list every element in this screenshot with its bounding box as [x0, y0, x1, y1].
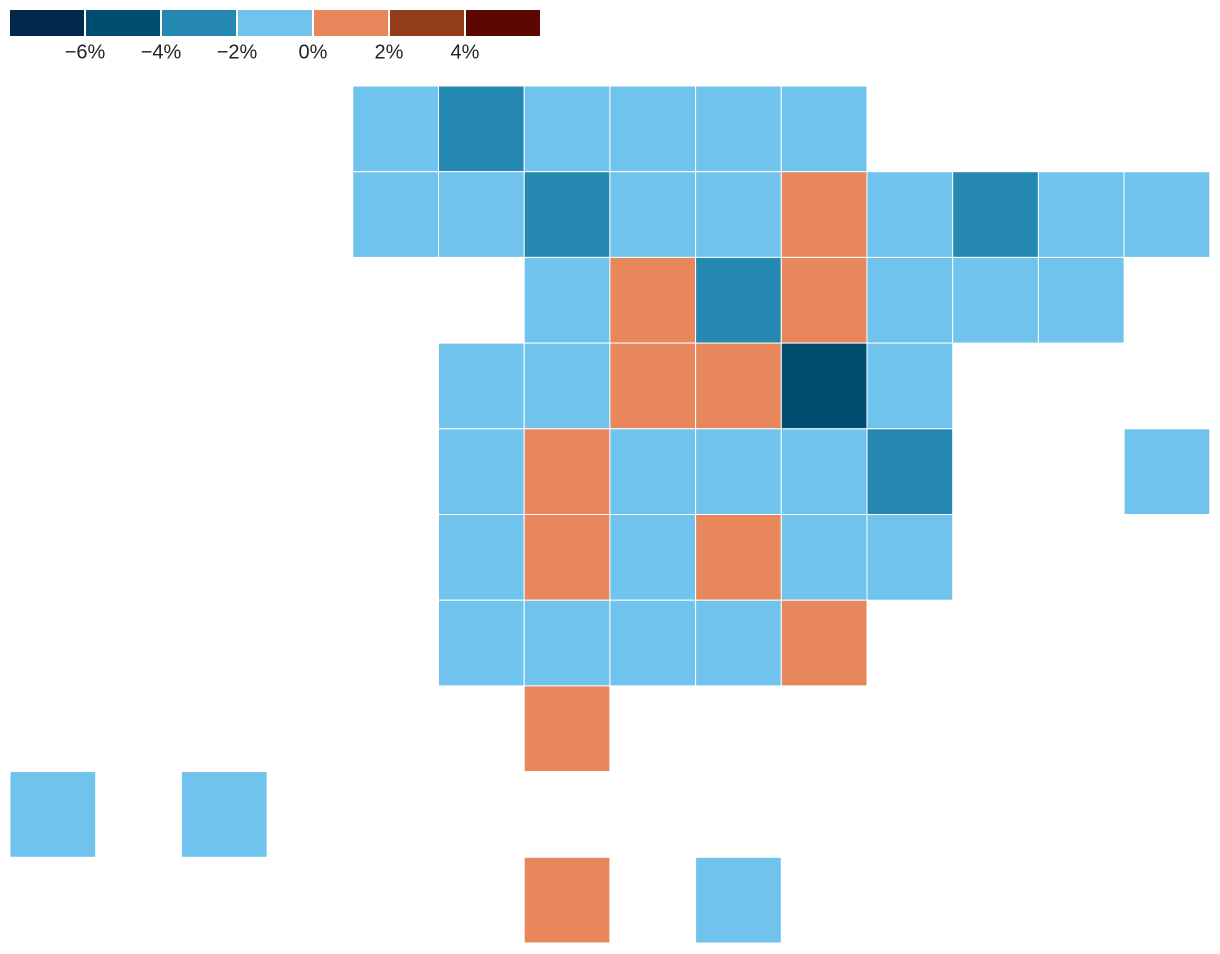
tile — [866, 342, 954, 430]
tile — [695, 342, 782, 430]
tile — [523, 428, 611, 515]
tile — [523, 256, 611, 344]
tile — [438, 342, 525, 430]
tile — [780, 171, 868, 258]
tile — [438, 514, 525, 601]
tile — [609, 342, 697, 430]
tile — [438, 428, 525, 515]
tile — [695, 599, 782, 687]
tile — [780, 599, 868, 687]
legend-swatch — [86, 10, 160, 36]
tile — [780, 514, 868, 601]
tile — [438, 171, 525, 258]
legend-swatch — [314, 10, 388, 36]
tile — [780, 256, 868, 344]
tile — [352, 85, 439, 173]
tile — [952, 256, 1039, 344]
tile — [609, 256, 697, 344]
legend-tick-label: 2% — [375, 41, 404, 63]
tile — [780, 85, 868, 173]
tile — [609, 514, 697, 601]
tile — [523, 171, 611, 258]
tile — [523, 685, 611, 773]
legend-tick-label: −6% — [65, 41, 106, 63]
tile — [523, 856, 611, 944]
tile — [695, 171, 782, 258]
legend-tick-label: −4% — [141, 41, 182, 63]
legend-swatch — [238, 10, 312, 36]
tile — [523, 85, 611, 173]
legend-swatch — [162, 10, 236, 36]
tile — [609, 599, 697, 687]
legend-tick-label: 4% — [451, 41, 480, 63]
tile — [1037, 171, 1125, 258]
tile — [780, 428, 868, 515]
legend-swatch — [10, 10, 84, 36]
tile — [523, 342, 611, 430]
tile — [695, 85, 782, 173]
tile — [352, 171, 439, 258]
legend-tick-label: 0% — [299, 41, 328, 63]
tile — [695, 428, 782, 515]
tile — [952, 171, 1039, 258]
tile — [866, 428, 954, 515]
tile — [523, 599, 611, 687]
tile — [695, 514, 782, 601]
tile — [609, 428, 697, 515]
tile — [523, 514, 611, 601]
tile — [438, 599, 525, 687]
tile — [180, 771, 268, 858]
tile — [866, 171, 954, 258]
tile — [1037, 256, 1125, 344]
tile — [1123, 428, 1211, 515]
tile — [866, 514, 954, 601]
tile — [866, 256, 954, 344]
tile — [9, 771, 97, 858]
tile — [695, 856, 782, 944]
tile — [1123, 171, 1211, 258]
tile — [609, 171, 697, 258]
tile — [438, 85, 525, 173]
tile — [780, 342, 868, 430]
tile — [609, 85, 697, 173]
tile — [695, 256, 782, 344]
legend-tick-label: −2% — [217, 41, 258, 63]
legend-swatch — [390, 10, 464, 36]
legend-swatch — [466, 10, 540, 36]
